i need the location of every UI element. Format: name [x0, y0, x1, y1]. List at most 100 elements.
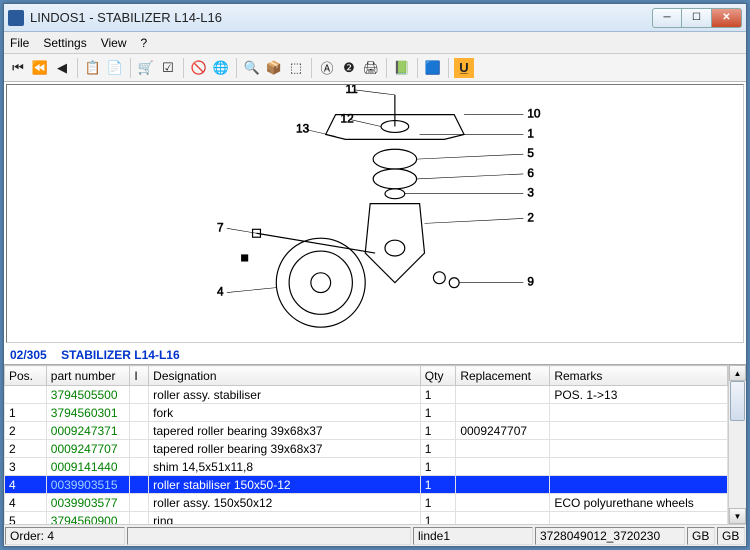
table-row[interactable]: 30009141440shim 14,5x51x11,81: [5, 458, 728, 476]
window-title: LINDOS1 - STABILIZER L14-L16: [30, 10, 652, 25]
toolbar-button-11[interactable]: 🌐: [211, 58, 231, 78]
menu-help[interactable]: ?: [141, 36, 148, 50]
menu-settings[interactable]: Settings: [43, 36, 86, 50]
toolbar-button-5[interactable]: 📄: [105, 58, 125, 78]
table-row[interactable]: 13794560301fork1: [5, 404, 728, 422]
cell-pn: 3794560301: [46, 404, 130, 422]
toolbar-button-1[interactable]: ⏪: [30, 58, 50, 78]
toolbar-separator: [236, 58, 237, 78]
cell-pos: [5, 386, 47, 404]
cell-i: [130, 404, 149, 422]
cell-pos: 3: [5, 458, 47, 476]
col-rep[interactable]: Replacement: [456, 366, 550, 386]
statusbar: Order: 4 linde1 3728049012_3720230 GB GB: [4, 524, 746, 546]
toolbar-button-25[interactable]: U̲: [454, 58, 474, 78]
section-title-text: STABILIZER L14-L16: [61, 348, 179, 362]
cell-rem: [550, 440, 728, 458]
toolbar-separator: [130, 58, 131, 78]
titlebar: LINDOS1 - STABILIZER L14-L16 ─ ☐ ✕: [4, 4, 746, 32]
cell-qty: 1: [420, 458, 456, 476]
order-value: 4: [47, 529, 54, 543]
col-pn[interactable]: part number: [46, 366, 130, 386]
table-row[interactable]: 20009247371tapered roller bearing 39x68x…: [5, 422, 728, 440]
toolbar-button-21[interactable]: 📗: [392, 58, 412, 78]
close-button[interactable]: ✕: [712, 8, 742, 28]
cell-rem: [550, 458, 728, 476]
toolbar-separator: [417, 58, 418, 78]
svg-text:10: 10: [527, 107, 541, 121]
toolbar-button-2[interactable]: ◀: [52, 58, 72, 78]
cell-pn: 3794560900: [46, 512, 130, 525]
col-pos[interactable]: Pos.: [5, 366, 47, 386]
cell-qty: 1: [420, 404, 456, 422]
status-gb2: GB: [717, 527, 745, 545]
cell-des: roller stabiliser 150x50-12: [149, 476, 421, 494]
toolbar-button-7[interactable]: 🛒: [136, 58, 156, 78]
cell-rep: [456, 494, 550, 512]
cell-qty: 1: [420, 512, 456, 525]
col-des[interactable]: Designation: [149, 366, 421, 386]
toolbar-separator: [448, 58, 449, 78]
svg-text:3: 3: [527, 186, 534, 200]
col-rem[interactable]: Remarks: [550, 366, 728, 386]
cell-qty: 1: [420, 440, 456, 458]
cell-pos: 4: [5, 494, 47, 512]
table-row[interactable]: 40039903577roller assy. 150x50x121ECO po…: [5, 494, 728, 512]
menu-view[interactable]: View: [101, 36, 127, 50]
cell-rem: [550, 404, 728, 422]
scroll-track[interactable]: [729, 381, 746, 508]
cell-rep: [456, 404, 550, 422]
toolbar-button-19[interactable]: 🖨: [361, 58, 381, 78]
maximize-button[interactable]: ☐: [682, 8, 712, 28]
table-row[interactable]: 40039903515roller stabiliser 150x50-121: [5, 476, 728, 494]
col-i[interactable]: I: [130, 366, 149, 386]
svg-text:4: 4: [217, 285, 224, 299]
toolbar-button-10[interactable]: 🚫: [189, 58, 209, 78]
status-right1: 3728049012_3720230: [535, 527, 685, 545]
table-row[interactable]: 3794505500roller assy. stabiliser1POS. 1…: [5, 386, 728, 404]
scroll-down-icon[interactable]: ▼: [729, 508, 746, 524]
cell-i: [130, 458, 149, 476]
col-qty[interactable]: Qty: [420, 366, 456, 386]
cell-rep: [456, 440, 550, 458]
cell-rem: ECO polyurethane wheels: [550, 494, 728, 512]
toolbar-separator: [77, 58, 78, 78]
scroll-up-icon[interactable]: ▲: [729, 365, 746, 381]
toolbar-button-4[interactable]: 📋: [83, 58, 103, 78]
cell-des: fork: [149, 404, 421, 422]
cell-des: ring: [149, 512, 421, 525]
toolbar-separator: [311, 58, 312, 78]
svg-text:13: 13: [296, 121, 310, 135]
table-row[interactable]: 53794560900ring1: [5, 512, 728, 525]
cell-rep: [456, 512, 550, 525]
toolbar-button-14[interactable]: 📦: [264, 58, 284, 78]
cell-pos: 2: [5, 440, 47, 458]
cell-rep: [456, 458, 550, 476]
toolbar-button-15[interactable]: ⬚: [286, 58, 306, 78]
toolbar-button-0[interactable]: ⏮: [8, 58, 28, 78]
cell-rep: [456, 476, 550, 494]
diagram-panel[interactable]: 10 1 5 6 3 2 9 7 4 11 12 13: [6, 84, 744, 343]
menubar: File Settings View ?: [4, 32, 746, 54]
toolbar-button-13[interactable]: 🔍: [242, 58, 262, 78]
toolbar-button-18[interactable]: ❷: [339, 58, 359, 78]
cell-qty: 1: [420, 494, 456, 512]
svg-text:5: 5: [527, 146, 534, 160]
toolbar-button-17[interactable]: Ⓐ: [317, 58, 337, 78]
menu-file[interactable]: File: [10, 36, 29, 50]
minimize-button[interactable]: ─: [652, 8, 682, 28]
scroll-thumb[interactable]: [730, 381, 745, 421]
table-row[interactable]: 20009247707tapered roller bearing 39x68x…: [5, 440, 728, 458]
cell-des: tapered roller bearing 39x68x37: [149, 422, 421, 440]
svg-text:9: 9: [527, 275, 534, 289]
toolbar-separator: [386, 58, 387, 78]
vertical-scrollbar[interactable]: ▲ ▼: [728, 365, 746, 524]
cell-rem: [550, 512, 728, 525]
toolbar-button-8[interactable]: ☑: [158, 58, 178, 78]
cell-pn: 0039903577: [46, 494, 130, 512]
toolbar-button-23[interactable]: 🟦: [423, 58, 443, 78]
parts-table[interactable]: Pos.part numberIDesignationQtyReplacemen…: [4, 365, 728, 524]
order-label: Order:: [10, 529, 44, 543]
cell-i: [130, 386, 149, 404]
cell-des: tapered roller bearing 39x68x37: [149, 440, 421, 458]
